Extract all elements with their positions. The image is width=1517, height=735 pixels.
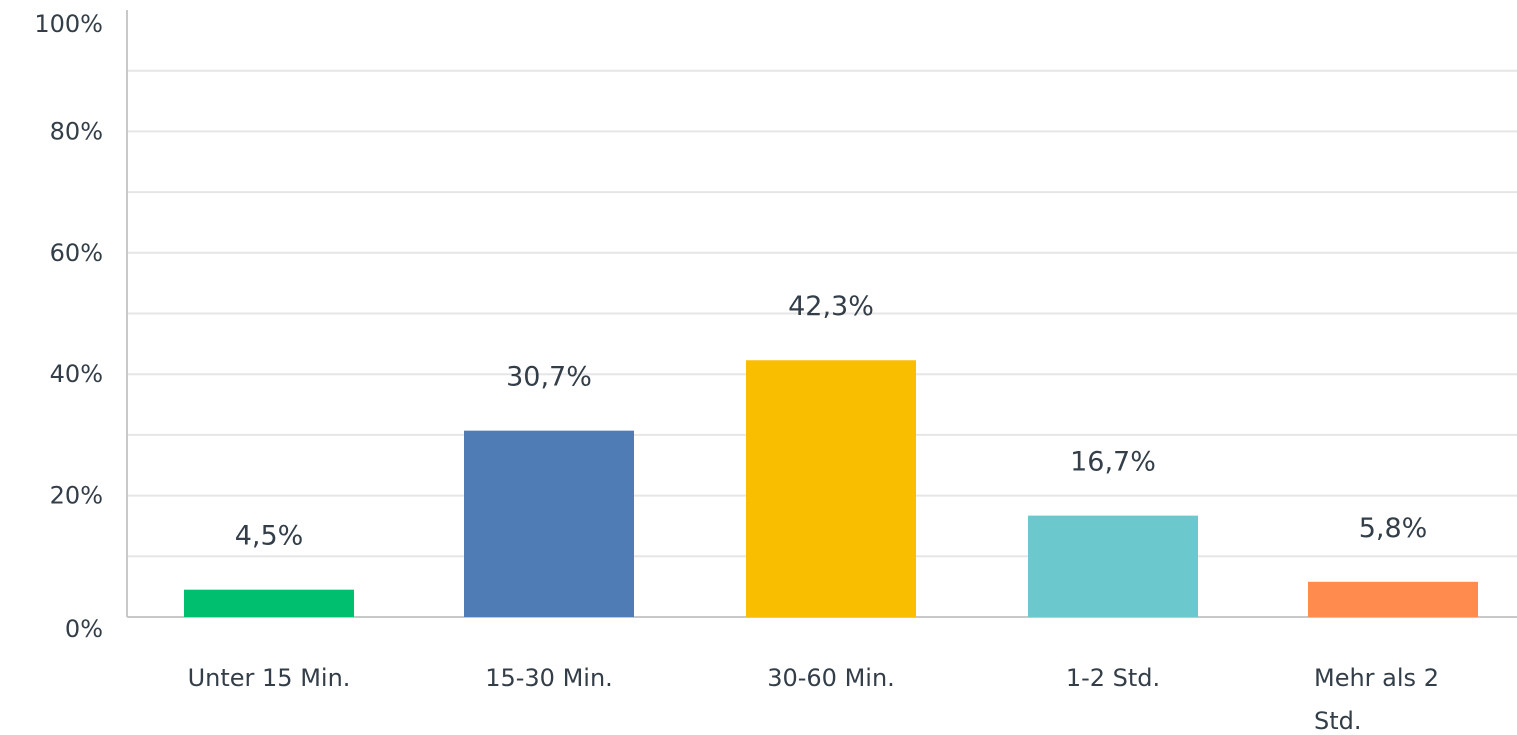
bar[interactable] (1028, 515, 1198, 617)
x-axis-category-labels: Unter 15 Min. 15-30 Min. 30-60 Min. 1-2 Std… (188, 664, 1439, 735)
bar-value-label: 42,3% (788, 291, 874, 322)
x-category-label: Unter 15 Min. (188, 664, 351, 692)
bar-value-labels: 4,5% 30,7% 42,3% 16,7% 5,8% (235, 291, 1428, 551)
bars (184, 360, 1478, 617)
y-tick-label: 60% (50, 239, 103, 267)
y-tick-label: 40% (50, 360, 103, 388)
bar-value-label: 5,8% (1359, 513, 1428, 544)
x-category-label: 1-2 Std. (1066, 664, 1160, 692)
bar-value-label: 16,7% (1070, 447, 1156, 478)
x-category-label: Std. (1314, 707, 1362, 731)
x-category-label: 15-30 Min. (485, 664, 613, 692)
y-axis-tick-labels: 0% 20% 40% 60% 80% 100% (34, 10, 103, 643)
y-tick-label: 20% (50, 482, 103, 510)
x-category-label: 30-60 Min. (767, 664, 895, 692)
bar[interactable] (746, 360, 916, 617)
y-tick-label: 100% (34, 10, 103, 38)
y-tick-label: 0% (65, 615, 103, 643)
bar[interactable] (1308, 581, 1478, 617)
bar[interactable] (184, 589, 354, 617)
bar-value-label: 4,5% (235, 521, 304, 552)
bar[interactable] (464, 430, 634, 617)
x-category-label: Mehr als 2 (1314, 664, 1439, 692)
y-tick-label: 80% (50, 117, 103, 145)
bar-value-label: 30,7% (506, 362, 592, 393)
